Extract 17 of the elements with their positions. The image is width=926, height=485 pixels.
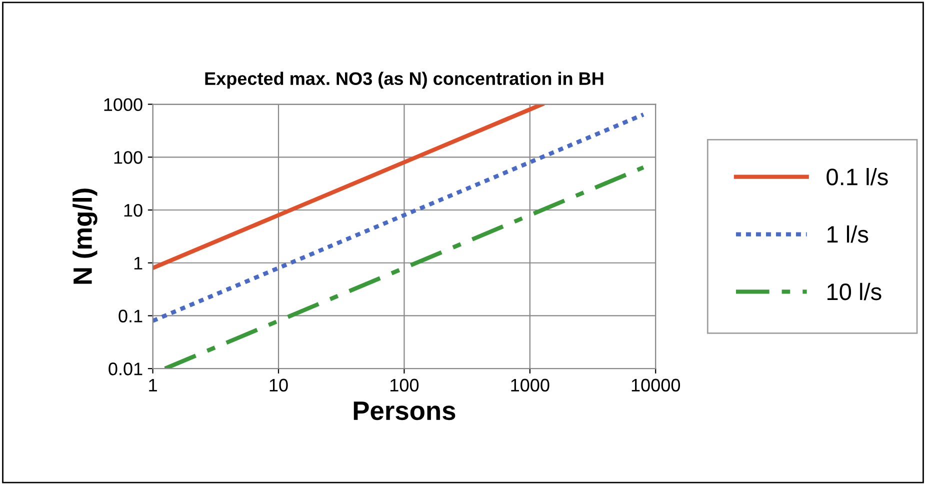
y-tick-label: 100 [114, 151, 142, 164]
chart-title: Expected max. NO3 (as N) concentration in BH [205, 72, 604, 89]
y-tick-label: 1000 [104, 98, 142, 111]
legend-label: 1 l/s [827, 225, 868, 243]
legend-label: 10 l/s [827, 282, 882, 300]
x-tick-label: 10 [270, 378, 288, 392]
y-tick-label: 10 [124, 204, 142, 217]
x-tick-label: 10000 [632, 378, 680, 392]
y-tick-label: 1 [134, 256, 142, 270]
y-tick-label: 0.1 [118, 310, 142, 322]
x-axis-title: Persons [354, 402, 456, 420]
x-tick-label: 1000 [511, 378, 550, 392]
x-tick-label: 1 [149, 378, 157, 392]
y-tick-label: 0.01 [108, 362, 142, 376]
y-axis-title: N (mg/l) [72, 188, 98, 284]
x-tick-label: 100 [390, 378, 419, 392]
legend-label: 0.1 l/s [826, 168, 888, 186]
